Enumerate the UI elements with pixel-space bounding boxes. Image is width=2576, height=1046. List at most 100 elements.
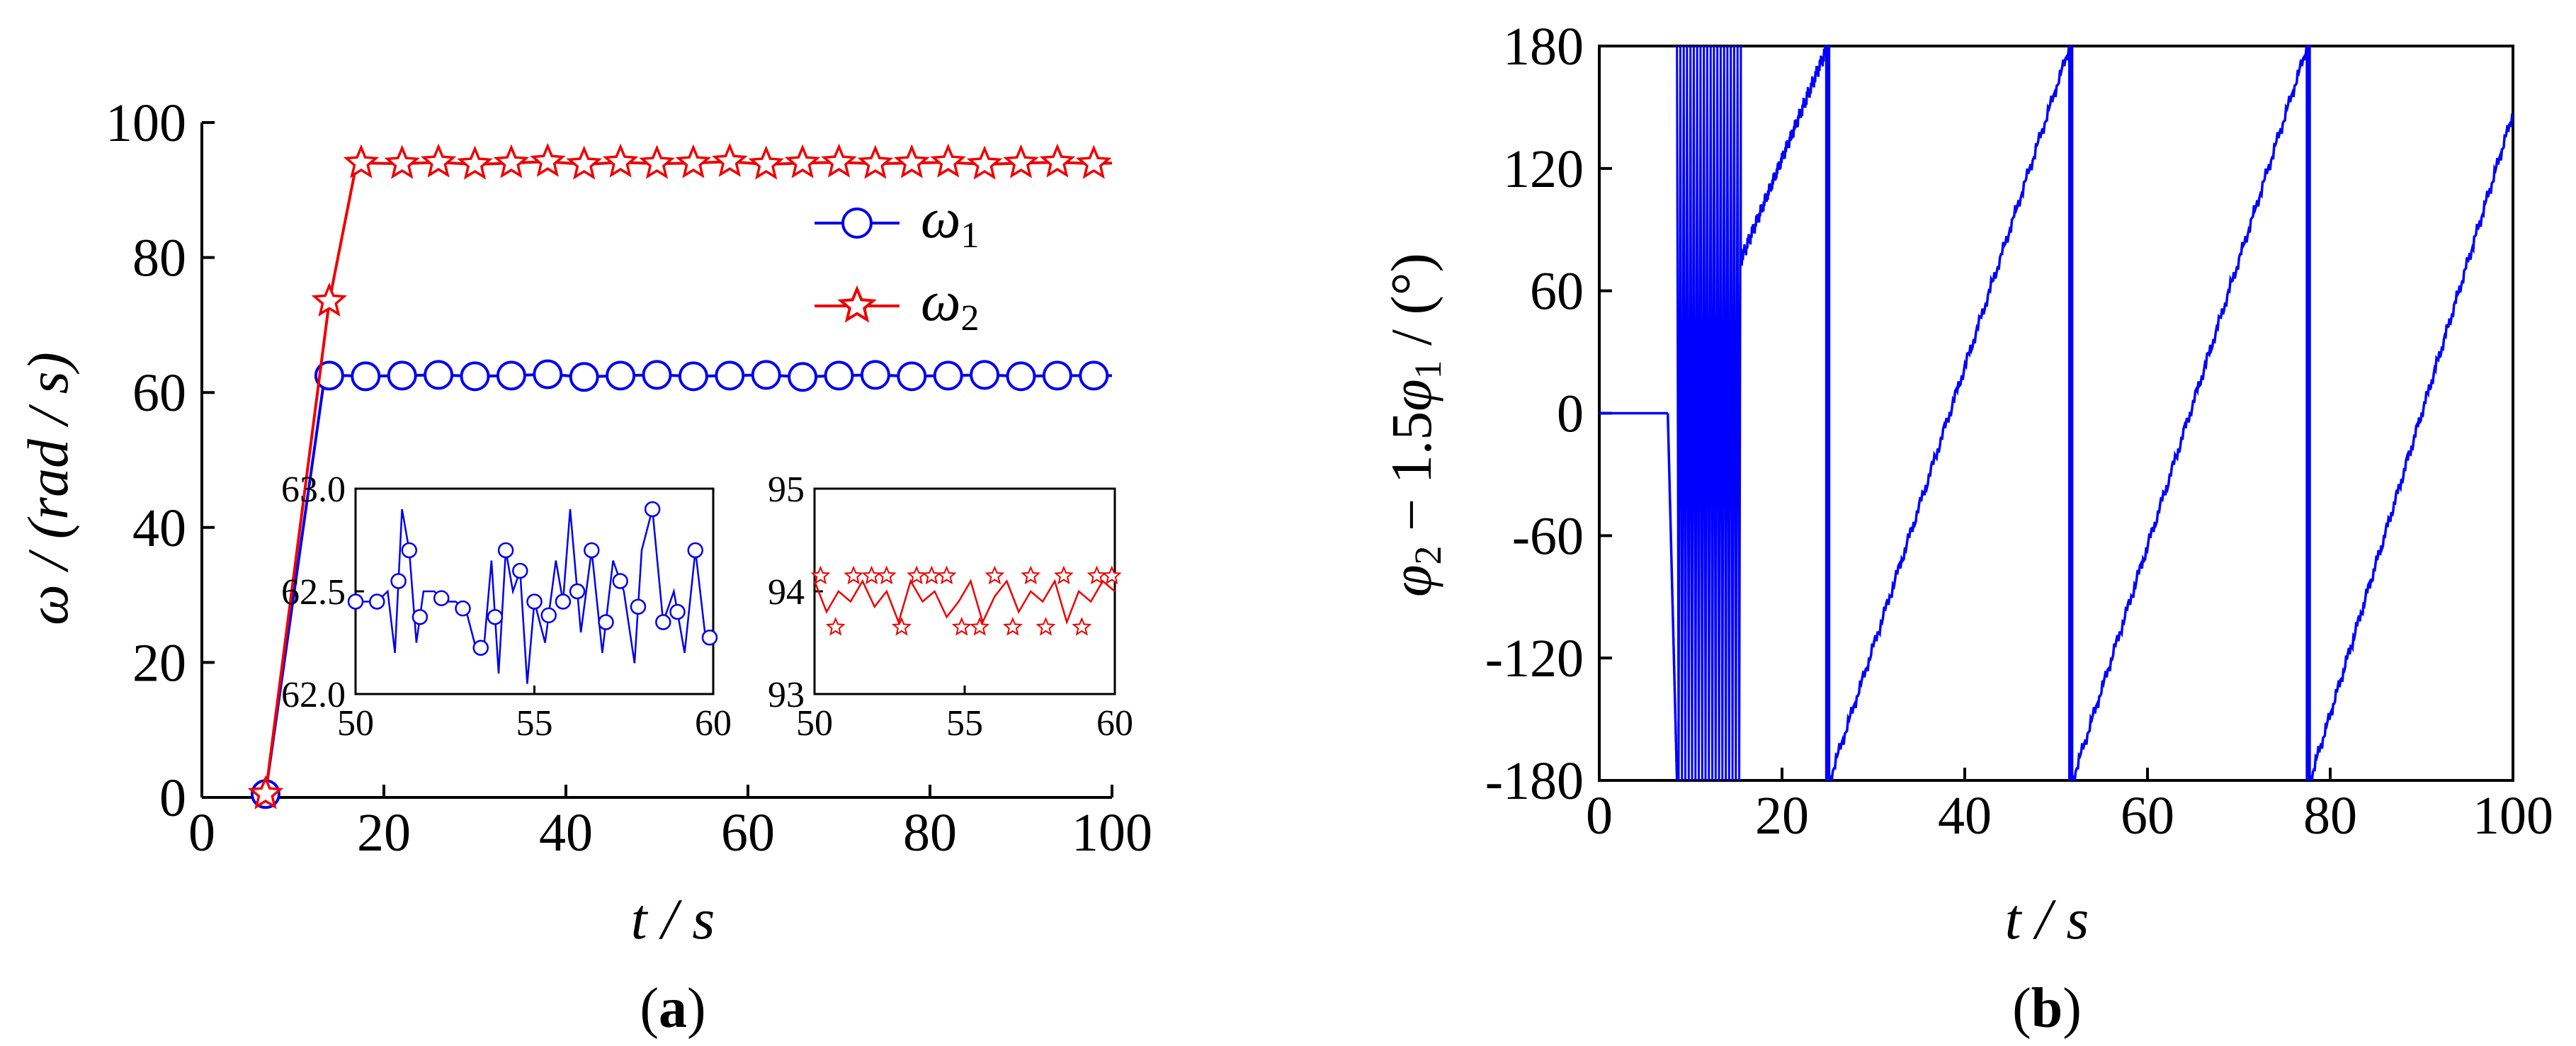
inset-omega1-marker: [487, 609, 504, 625]
omega1-marker: [1079, 360, 1109, 391]
legend-omega2-label: ω2: [921, 271, 979, 339]
panel-a-y-tick-label: 80: [132, 229, 186, 288]
panel-b-y-tick-label: 120: [1503, 140, 1584, 199]
inset-y-tick-label: 95: [768, 470, 805, 510]
panel-a-x-tick-label: 60: [721, 803, 775, 863]
phase-chaotic-band: [1676, 45, 1742, 781]
series-omega2-line: [263, 160, 1113, 795]
omega2-marker: [748, 145, 784, 180]
inset-omega2-marker: [985, 565, 1005, 585]
inset-omega1-marker: [598, 614, 614, 630]
panel-a-inset-omega2: 50 55 60 93 94 95: [768, 470, 1133, 744]
omega1-marker: [460, 361, 490, 392]
inset-omega2-marker: [892, 617, 912, 636]
inset-omega2-marker: [1054, 565, 1074, 585]
inset-omega1-marker: [401, 542, 417, 559]
omega1-marker: [970, 360, 1000, 390]
phase-segment: [2308, 113, 2514, 781]
panel-b-y-tick-label: 180: [1503, 17, 1584, 76]
panel-b-plot-area: 0 20 40 60 80 100 -180 -120 -60 0 60 120 180: [1485, 17, 2553, 846]
phase-segment: [1828, 47, 2070, 781]
inset-omega2-marker: [970, 617, 990, 636]
inset-omega1-marker: [412, 609, 429, 625]
omega1-marker: [314, 360, 344, 391]
omega1-marker: [933, 360, 963, 391]
panel-a-y-tick-label: 20: [132, 633, 186, 693]
omega1-marker: [751, 360, 781, 390]
inset-omega2-marker: [1101, 565, 1122, 585]
omega2-marker: [566, 145, 602, 180]
panel-b-x-tick-label: 80: [2303, 786, 2357, 846]
panel-a-y-tick-label: 100: [106, 93, 186, 153]
panel-a-y-tick-label: 40: [132, 499, 186, 558]
omega2-marker: [639, 144, 675, 179]
inset-omega2-marker: [1002, 617, 1023, 636]
inset-omega1-marker: [655, 614, 671, 630]
omega2-marker: [1003, 144, 1039, 178]
panel-b-y-tick-label: -120: [1485, 629, 1584, 688]
inset-y-tick-label: 62.0: [281, 675, 346, 715]
panel-b-chart: 0 20 40 60 80 100 -180 -120 -60 0 60 120 180 t / s φ…: [1379, 17, 2553, 1040]
inset-omega2-marker: [1035, 617, 1056, 636]
inset-omega2-marker: [825, 617, 846, 636]
omega1-marker: [533, 359, 563, 390]
panel-b-x-tick-label: 40: [1938, 786, 1992, 846]
inset-x-tick-label: 55: [946, 703, 983, 744]
inset-omega2-marker: [844, 565, 863, 585]
inset-omega1-marker: [347, 593, 364, 610]
inset-omega2-marker: [1021, 565, 1041, 585]
inset-y-tick-label: 63.0: [281, 470, 346, 510]
omega1-marker: [678, 361, 708, 392]
panel-b-y-tick-label: 60: [1530, 262, 1584, 322]
panel-a-y-tick-label: 0: [159, 768, 186, 828]
inset-omega1-marker: [555, 593, 572, 610]
panel-b-x-tick-label: 0: [1586, 786, 1613, 846]
inset-omega2-marker: [810, 565, 831, 585]
phase-segment: [1740, 44, 1829, 266]
omega1-marker: [424, 360, 454, 390]
omega1-marker: [1006, 361, 1036, 392]
panel-a-plot-area: 0 20 40 60 80 100 0 20 40 60 80 100: [106, 93, 1152, 863]
inset-y-tick-label: 94: [768, 572, 805, 613]
phase-segment: [1667, 413, 1679, 781]
panel-a-chart: 0 20 40 60 80 100 0 20 40 60 80 100 50 55 60 62.0 62.5 6…: [16, 93, 1152, 1040]
inset-omega1-marker: [433, 590, 450, 606]
panel-a-x-tick-label: 40: [539, 803, 593, 863]
inset-omega1-marker: [569, 583, 586, 600]
inset-omega1-marker: [512, 562, 528, 579]
inset-y-tick-label: 93: [768, 675, 805, 715]
omega1-marker: [496, 360, 526, 391]
omega1-marker: [387, 360, 417, 391]
legend: ω1 ω2: [815, 188, 979, 339]
inset-omega2-marker: [951, 617, 972, 636]
omega2-marker: [821, 143, 857, 178]
panel-a-x-tick-label: 100: [1072, 803, 1152, 863]
inset-y-tick-label: 62.5: [281, 572, 346, 613]
inset-omega2-marker: [1072, 617, 1092, 636]
panel-b-x-tick-label: 60: [2121, 786, 2174, 846]
omega2-marker: [675, 144, 712, 178]
omega2-marker: [343, 144, 380, 178]
inset-omega1-marker: [497, 542, 514, 559]
panel-a-label: (a): [640, 977, 705, 1040]
omega1-marker: [788, 362, 818, 392]
inset-omega2-marker: [861, 565, 882, 585]
omega2-marker: [457, 145, 493, 180]
inset-series-line: [813, 579, 1116, 625]
inset-x-tick-label: 55: [516, 703, 553, 744]
omega2-marker: [1039, 143, 1076, 178]
inset-omega2-marker: [936, 565, 957, 585]
panel-a-x-tick-label: 20: [357, 803, 411, 863]
panel-b-x-tick-label: 100: [2473, 786, 2553, 846]
panel-a-inset-omega1: 50 55 60 62.0 62.5 63.0: [281, 470, 732, 744]
panel-b-y-axis-title: φ2 − 1.5φ1 / (°): [1379, 253, 1449, 597]
inset-omega2-marker: [921, 565, 942, 585]
omega1-marker: [1042, 360, 1072, 391]
panel-b-y-tick-label: 0: [1557, 385, 1584, 444]
panel-b-label: (b): [2012, 977, 2082, 1040]
phase-segment: [2071, 47, 2308, 781]
panel-a-x-axis-title: t / s: [631, 887, 715, 951]
inset-x-tick-label: 50: [337, 703, 374, 744]
legend-omega1-label: ω1: [921, 188, 979, 256]
